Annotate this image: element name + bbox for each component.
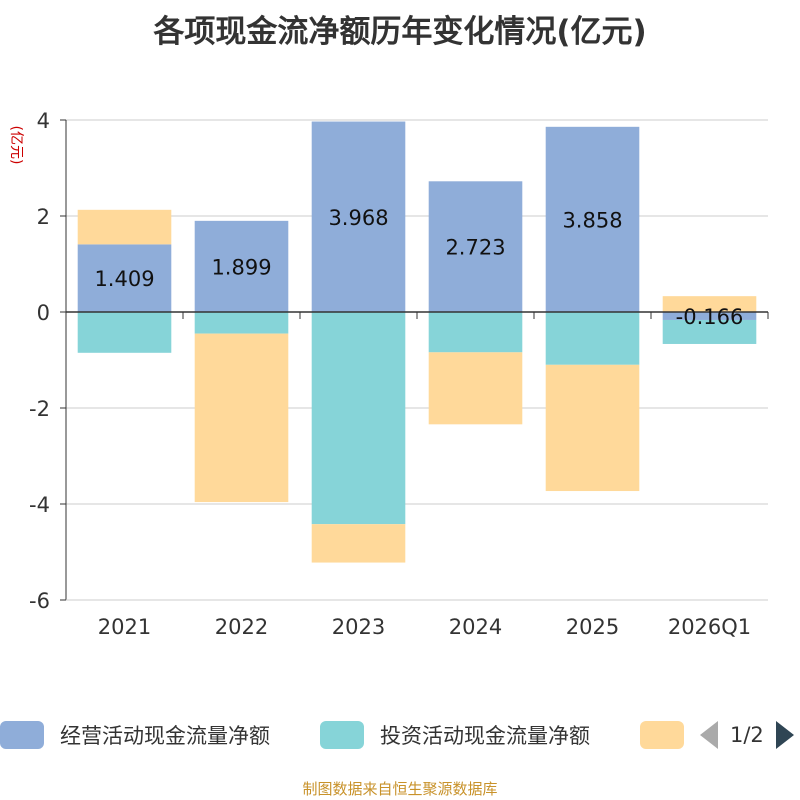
bar-series3-2024 bbox=[428, 352, 523, 425]
bar-series1-2025 bbox=[545, 126, 640, 312]
data-label: 1.409 bbox=[94, 267, 154, 291]
bar-series1-2021 bbox=[77, 244, 172, 312]
data-label: 1.899 bbox=[211, 255, 271, 279]
data-label: 3.858 bbox=[562, 208, 622, 232]
bar-series2-2023 bbox=[311, 312, 406, 525]
bar-series2-2024 bbox=[428, 312, 523, 353]
legend-page-indicator: 1/2 bbox=[730, 723, 764, 747]
source-footer: 制图数据来自恒生聚源数据库 bbox=[302, 780, 498, 798]
bar-series3-2025 bbox=[545, 364, 640, 492]
x-tick-label: 2026Q1 bbox=[668, 615, 751, 639]
grid-layer bbox=[66, 119, 768, 601]
bar-series3-2026Q1 bbox=[662, 296, 757, 312]
y-tick-label: -6 bbox=[29, 589, 50, 613]
y-tick-label: 4 bbox=[37, 109, 50, 133]
y-tick-label: -4 bbox=[29, 493, 50, 517]
legend: 经营活动现金流量净额 投资活动现金流量净额 bbox=[0, 716, 800, 754]
data-label-layer: 1.409 1.899 3.968 2.723 3.858 -0.166 bbox=[94, 206, 743, 329]
y-tick-label: 2 bbox=[37, 205, 50, 229]
data-label: 2.723 bbox=[445, 236, 505, 260]
legend-swatch bbox=[0, 721, 44, 749]
x-tick-label: 2024 bbox=[449, 615, 502, 639]
data-label: -0.166 bbox=[676, 305, 744, 329]
legend-item-2[interactable]: 投资活动现金流量净额 bbox=[320, 716, 590, 754]
legend-next-arrow-icon[interactable] bbox=[775, 721, 794, 749]
bar-series2-2021 bbox=[77, 312, 172, 353]
bar-series2-2025 bbox=[545, 312, 640, 365]
chart-title: 各项现金流净额历年变化情况(亿元) bbox=[153, 14, 647, 50]
legend-pager: 1/2 bbox=[700, 716, 794, 754]
legend-swatch bbox=[640, 721, 684, 749]
x-tick-label: 2023 bbox=[332, 615, 385, 639]
bar-series2-2026Q1 bbox=[662, 319, 757, 344]
legend-label: 经营活动现金流量净额 bbox=[60, 724, 270, 748]
bar-series1-2026Q1 bbox=[662, 312, 757, 320]
data-label: 3.968 bbox=[328, 206, 388, 230]
legend-item-1[interactable]: 经营活动现金流量净额 bbox=[0, 716, 270, 754]
y-axis-label: (亿元) bbox=[8, 126, 24, 165]
chart-canvas: -6 -4 -2 0 2 4 2021 2022 2023 2024 2025 2026Q1 1.40… bbox=[8, 109, 769, 639]
bar-series3-2023 bbox=[311, 524, 406, 563]
y-tick-label: -2 bbox=[29, 397, 50, 421]
legend-label: 投资活动现金流量净额 bbox=[380, 724, 590, 748]
bar-series3-2022 bbox=[194, 333, 289, 503]
x-tick-label: 2021 bbox=[98, 615, 151, 639]
x-tick-label: 2025 bbox=[566, 615, 619, 639]
bar-series3-2021 bbox=[77, 209, 172, 245]
legend-prev-arrow-icon[interactable] bbox=[700, 721, 718, 749]
y-tick-label: 0 bbox=[37, 301, 50, 325]
bar-layer bbox=[77, 121, 757, 563]
bar-series1-2023 bbox=[311, 121, 406, 312]
bar-series1-2022 bbox=[194, 220, 289, 312]
x-tick-label: 2022 bbox=[215, 615, 268, 639]
bar-series2-2022 bbox=[194, 312, 289, 334]
legend-item-3[interactable] bbox=[640, 716, 684, 754]
axis-layer: -6 -4 -2 0 2 4 2021 2022 2023 2024 2025 2026Q1 bbox=[29, 109, 769, 639]
bar-series1-2024 bbox=[428, 181, 523, 312]
legend-swatch bbox=[320, 721, 364, 749]
